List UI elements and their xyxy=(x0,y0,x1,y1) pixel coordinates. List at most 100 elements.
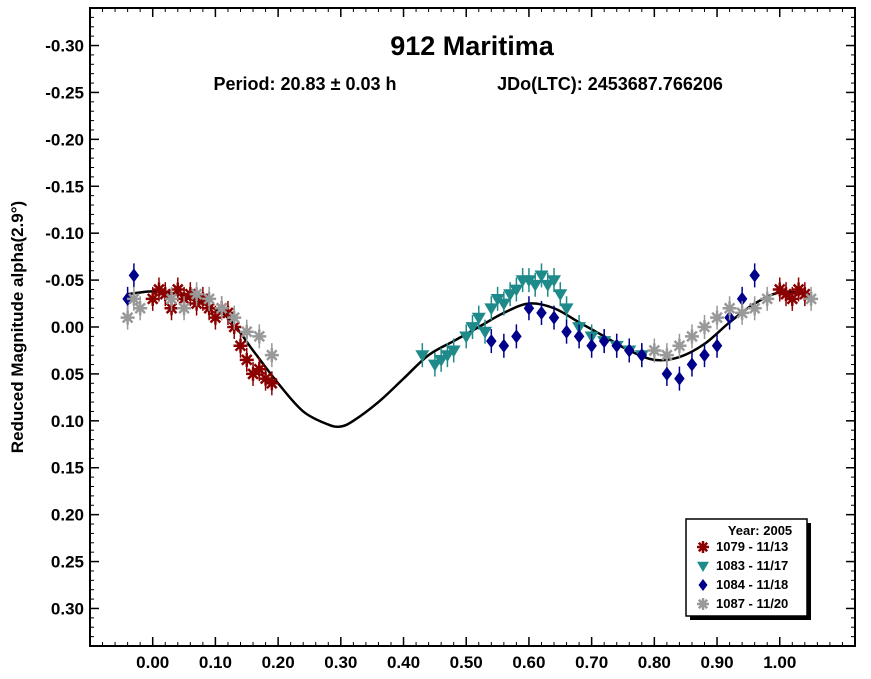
data-point xyxy=(760,286,775,311)
data-point xyxy=(772,277,787,302)
data-point xyxy=(220,300,235,325)
data-point xyxy=(478,319,493,344)
x-tick-label: 0.60 xyxy=(512,653,545,672)
x-tick-label: 0.40 xyxy=(387,653,420,672)
data-point xyxy=(559,296,574,321)
data-point xyxy=(791,277,806,302)
data-point xyxy=(239,319,254,344)
data-point xyxy=(264,371,279,396)
data-point xyxy=(785,286,800,311)
data-point xyxy=(534,263,549,288)
x-tick-label: 0.00 xyxy=(136,653,169,672)
data-point xyxy=(208,305,223,330)
y-tick-label: -0.25 xyxy=(45,83,84,102)
data-point xyxy=(202,286,217,311)
data-point xyxy=(145,286,160,311)
chart-title: 912 Maritima xyxy=(390,31,555,61)
data-point xyxy=(523,296,535,321)
data-point xyxy=(747,296,762,321)
data-point xyxy=(735,300,750,325)
y-tick-label: -0.10 xyxy=(45,224,84,243)
data-point xyxy=(164,286,179,311)
data-point xyxy=(659,343,674,368)
data-point xyxy=(503,282,518,307)
data-point xyxy=(511,324,522,349)
data-point xyxy=(252,357,267,382)
data-point xyxy=(699,343,710,368)
y-tick-label: 0.10 xyxy=(51,412,84,431)
x-tick-label: 0.20 xyxy=(262,653,295,672)
data-point xyxy=(415,343,430,368)
data-point xyxy=(189,282,204,307)
data-point xyxy=(749,263,760,288)
legend-label: 1087 - 11/20 xyxy=(716,596,788,611)
data-point xyxy=(573,324,585,349)
data-point xyxy=(246,361,261,386)
data-point xyxy=(252,324,267,349)
data-point xyxy=(214,296,229,321)
data-point xyxy=(434,347,449,372)
y-tick-label: -0.30 xyxy=(45,37,84,56)
data-point xyxy=(509,277,524,302)
data-point xyxy=(528,272,543,297)
data-point xyxy=(686,352,698,377)
data-point xyxy=(151,277,166,302)
data-point xyxy=(133,296,148,321)
data-point xyxy=(711,333,723,358)
data-point xyxy=(170,277,185,302)
y-tick-label: 0.30 xyxy=(51,599,84,618)
data-point xyxy=(553,282,568,307)
legend-item: 1079 - 11/13 xyxy=(697,539,788,554)
data-point xyxy=(484,296,499,321)
data-point xyxy=(672,333,687,358)
data-point xyxy=(158,282,173,307)
y-tick-label: 0.25 xyxy=(51,553,84,572)
x-tick-label: 1.00 xyxy=(763,653,796,672)
legend-title: Year: 2005 xyxy=(728,523,792,538)
data-points xyxy=(120,263,819,396)
data-point xyxy=(427,352,442,377)
data-point xyxy=(598,329,610,354)
data-point xyxy=(486,329,497,354)
data-point xyxy=(471,305,486,330)
data-point xyxy=(797,282,812,307)
period-label: Period: 20.83 ± 0.03 h xyxy=(214,74,397,94)
data-point xyxy=(548,305,560,330)
y-tick-label: 0.15 xyxy=(51,459,84,478)
x-tick-label: 0.30 xyxy=(324,653,357,672)
x-axis: 0.00 0.10 0.20 0.30 0.40 0.50 0.60 0.70 0.80 0.90… xyxy=(89,8,843,672)
data-point xyxy=(624,338,635,363)
data-point xyxy=(258,366,273,391)
y-tick-label: 0.20 xyxy=(51,506,84,525)
x-tick-label: 0.70 xyxy=(575,653,608,672)
data-point xyxy=(227,305,242,330)
y-tick-label: -0.05 xyxy=(45,271,84,290)
data-point xyxy=(636,343,648,368)
data-point xyxy=(536,300,547,325)
data-point xyxy=(779,282,794,307)
y-tick-label: 0.05 xyxy=(51,365,84,384)
data-point xyxy=(722,296,737,321)
legend-label: 1079 - 11/13 xyxy=(716,539,788,554)
x-tick-label: 0.90 xyxy=(701,653,734,672)
y-tick-label: 0.00 xyxy=(51,318,84,337)
legend-box xyxy=(685,518,808,617)
data-point xyxy=(440,343,455,368)
data-point xyxy=(465,315,480,339)
y-tick-label: -0.15 xyxy=(45,177,84,196)
epoch-label: JDo(LTC): 2453687.766206 xyxy=(497,74,723,94)
legend-label: 1084 - 11/18 xyxy=(716,577,788,592)
y-axis: -0.30 -0.25 -0.20 -0.15 -0.10 -0.05 0.00 0.05 0.… xyxy=(45,7,855,647)
y-axis-label: Reduced Magnitude alpha(2.9°) xyxy=(8,201,27,453)
data-point xyxy=(804,286,819,311)
x-tick-label: 0.80 xyxy=(638,653,671,672)
data-point xyxy=(561,319,572,344)
legend: Year: 2005 1079 - 11/13 1083 - 11/17 1084 … xyxy=(685,518,811,620)
data-point xyxy=(239,347,254,372)
data-point xyxy=(710,305,725,330)
legend-label: 1083 - 11/17 xyxy=(716,558,788,573)
data-point xyxy=(128,263,140,288)
data-point xyxy=(540,272,555,297)
data-point xyxy=(446,338,461,363)
